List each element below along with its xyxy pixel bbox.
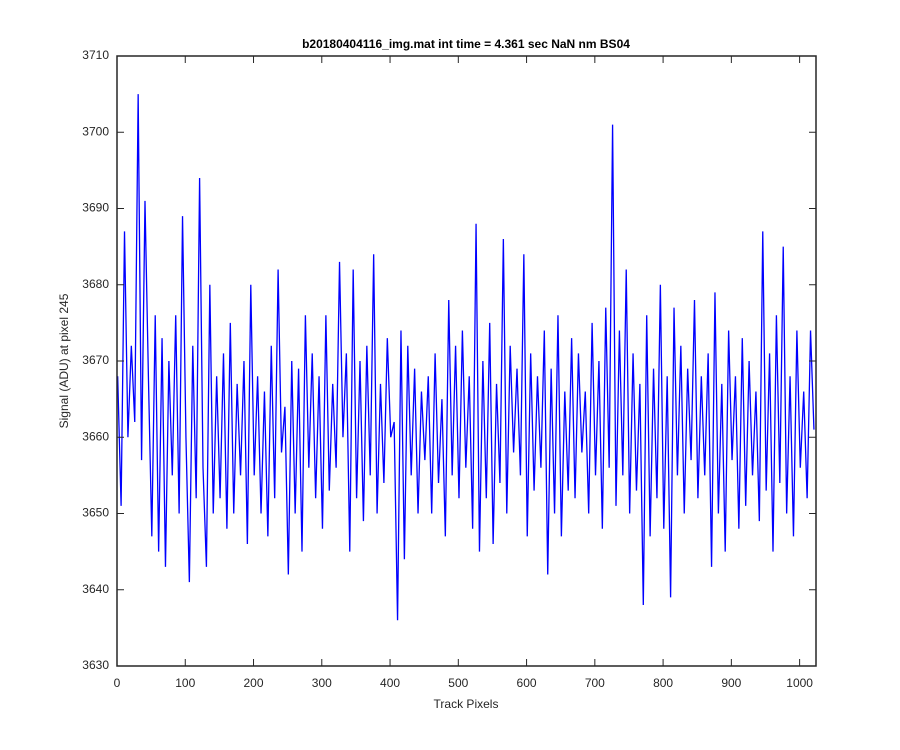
x-tick-label: 300: [312, 676, 332, 690]
y-tick-label: 3670: [82, 353, 109, 367]
x-tick-label: 100: [175, 676, 195, 690]
x-tick-label: 200: [244, 676, 264, 690]
y-tick-label: 3660: [82, 429, 109, 443]
y-tick-label: 3680: [82, 277, 109, 291]
x-tick-label: 500: [448, 676, 468, 690]
y-tick-label: 3710: [82, 48, 109, 62]
x-axis-label: Track Pixels: [434, 697, 499, 711]
y-axis-label: Signal (ADU) at pixel 245: [57, 293, 71, 428]
chart-title: b20180404116_img.mat int time = 4.361 se…: [302, 37, 630, 51]
x-tick-label: 400: [380, 676, 400, 690]
y-tick-label: 3630: [82, 658, 109, 672]
y-tick-label: 3640: [82, 582, 109, 596]
x-tick-label: 600: [517, 676, 537, 690]
x-tick-label: 900: [721, 676, 741, 690]
x-tick-label: 800: [653, 676, 673, 690]
y-tick-label: 3690: [82, 201, 109, 215]
y-tick-label: 3700: [82, 124, 109, 138]
x-tick-label: 0: [114, 676, 121, 690]
y-tick-label: 3650: [82, 506, 109, 520]
x-tick-label: 1000: [786, 676, 813, 690]
data-line: [117, 94, 815, 621]
x-tick-label: 700: [585, 676, 605, 690]
